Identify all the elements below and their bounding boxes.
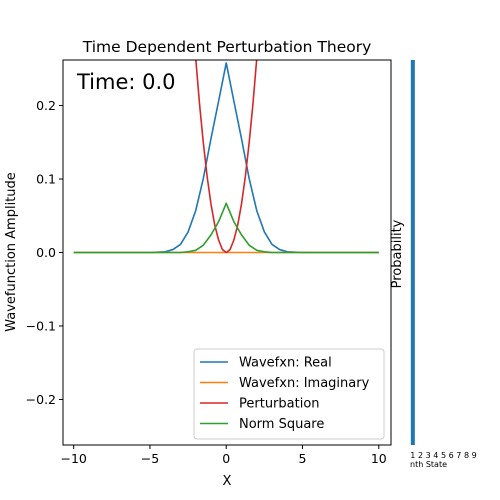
- x-tick-label: 10: [371, 451, 387, 466]
- state-tick-label: 6: [449, 451, 454, 460]
- y-tick-label: −0.1: [26, 318, 56, 333]
- probability-label: Probability: [390, 219, 405, 288]
- probability-bars: [410, 60, 415, 445]
- x-tick-label: −5: [141, 451, 159, 466]
- time-annotation: Time: 0.0: [76, 70, 176, 94]
- x-tick-label: −10: [60, 451, 86, 466]
- nth-state-label: nth State: [410, 460, 447, 469]
- state-tick-label: 8: [464, 451, 469, 460]
- x-axis-label: X: [223, 474, 232, 489]
- x-tick-label: 0: [222, 451, 230, 466]
- legend-entries: Wavefxn: Real Wavefxn: Imaginary Perturbat…: [200, 356, 370, 432]
- y-ticks: −0.2 −0.1 0.0 0.1 0.2: [26, 98, 63, 407]
- series-line-1: [73, 62, 379, 254]
- y-tick-label: 0.2: [36, 98, 56, 113]
- state-tick-label: 3: [426, 451, 431, 460]
- series-line-4: [73, 202, 379, 254]
- legend-label: Wavefxn: Imaginary: [239, 376, 370, 391]
- legend-label: Wavefxn: Real: [239, 356, 332, 371]
- y-tick-label: 0.0: [36, 245, 56, 260]
- state-tick-label: 2: [418, 451, 423, 460]
- probability-bar: [410, 60, 415, 445]
- main-axes: −10 −5 0 5 10 −0.2 −0.1 0.0 0.1 0.2 Time Depende…: [4, 38, 392, 489]
- x-ticks: −10 −5 0 5 10: [60, 445, 387, 466]
- chart-title: Time Dependent Perturbation Theory: [82, 38, 372, 56]
- series-group: [73, 60, 379, 254]
- y-tick-label: 0.1: [36, 172, 56, 187]
- legend-label: Perturbation: [239, 397, 320, 412]
- state-tick-label: 7: [456, 451, 461, 460]
- state-tick-label: 1: [410, 451, 415, 460]
- state-tick-label: 9: [472, 451, 477, 460]
- y-tick-label: −0.2: [26, 392, 56, 407]
- legend-label: Norm Square: [239, 417, 324, 432]
- series-line-3: [195, 60, 258, 254]
- y-axis-label: Wavefunction Amplitude: [4, 172, 19, 332]
- state-tick-label: 5: [441, 451, 446, 460]
- legend: Wavefxn: Real Wavefxn: Imaginary Perturbat…: [193, 348, 385, 440]
- state-tick-label: 4: [433, 451, 438, 460]
- x-tick-label: 5: [299, 451, 307, 466]
- legend-box: [193, 348, 385, 440]
